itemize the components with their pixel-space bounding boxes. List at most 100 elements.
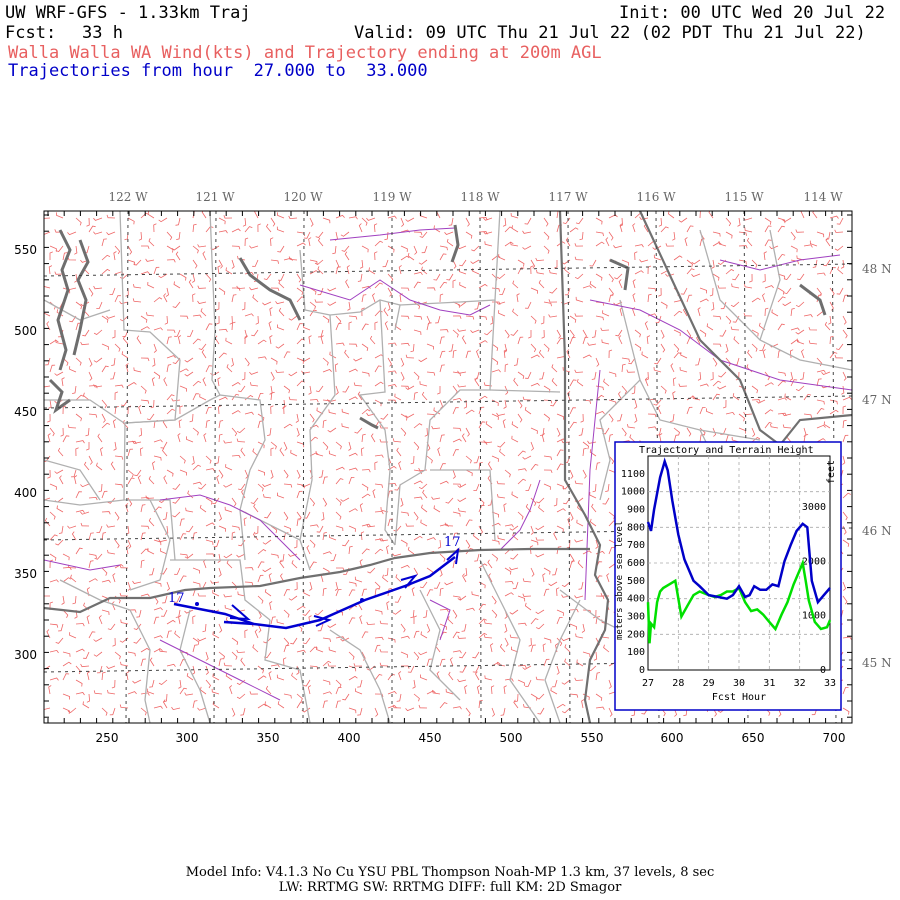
- basemap: [44, 211, 852, 723]
- wind-barb: [392, 553, 402, 557]
- wind-barb: [569, 407, 577, 415]
- wind-barb: [257, 223, 261, 233]
- wind-barb: [153, 705, 163, 709]
- wind-barb: [816, 231, 825, 238]
- wind-barb: [243, 517, 247, 527]
- wind-barb: [484, 241, 493, 247]
- wind-barb: [719, 329, 727, 337]
- wind-barb: [380, 413, 389, 420]
- wind-barb: [733, 336, 740, 345]
- wind-barb: [575, 217, 584, 225]
- wind-barb: [82, 701, 90, 709]
- wind-barb: [718, 240, 727, 247]
- wind-barb: [452, 259, 457, 269]
- wind-barb: [361, 294, 367, 303]
- wind-barb: [749, 273, 753, 283]
- wind-barb: [288, 256, 298, 261]
- wind-barb: [358, 223, 363, 233]
- wind-barb: [816, 408, 825, 415]
- wind-barb: [80, 341, 90, 346]
- wind-barb: [218, 420, 224, 429]
- wind-barb: [725, 411, 735, 416]
- wind-barb: [574, 677, 584, 681]
- wind-barb: [335, 589, 342, 597]
- wind-barb: [357, 273, 363, 282]
- wind-barb: [226, 560, 233, 569]
- wind-barb: [218, 259, 223, 269]
- wind-barb: [800, 371, 805, 380]
- wind-barb: [737, 217, 741, 227]
- wind-barb: [452, 650, 462, 654]
- inset-x-axis-label: Fcst Hour: [712, 692, 766, 703]
- lon-label: 116 W: [636, 190, 676, 204]
- wind-barb: [88, 553, 97, 559]
- wind-barb: [777, 287, 785, 295]
- wind-barb: [762, 293, 766, 303]
- wind-barb: [764, 239, 772, 247]
- wind-barb: [355, 688, 363, 695]
- wind-barb: [374, 454, 384, 458]
- wind-barb: [556, 427, 561, 437]
- wind-barb: [224, 506, 233, 513]
- wind-barb: [88, 560, 94, 569]
- wind-barb: [217, 377, 221, 387]
- wind-barb: [465, 455, 472, 464]
- wind-barb: [301, 370, 311, 374]
- wind-barb: [146, 413, 155, 421]
- wind-barb: [447, 616, 454, 625]
- wind-barb: [322, 637, 331, 642]
- wind-barb: [564, 266, 571, 275]
- wind-barb: [387, 691, 397, 695]
- wind-barb: [366, 524, 376, 528]
- wind-barb: [163, 293, 168, 303]
- wind-barb: [192, 464, 201, 471]
- wind-barb: [842, 581, 847, 591]
- inset-y2-tick: 3000: [802, 502, 826, 513]
- x-grid-label: 500: [500, 731, 523, 745]
- wind-barb: [503, 685, 507, 695]
- trajectory-arrow-icon: [313, 615, 332, 627]
- longitude-labels: 122 W 121 W 120 W 119 W 118 W 117 W 116 …: [108, 190, 843, 204]
- wind-barb: [784, 393, 792, 401]
- wind-barb: [141, 245, 150, 249]
- wind-barb: [205, 323, 213, 331]
- wind-barb: [49, 364, 56, 373]
- wind-barb: [173, 595, 181, 603]
- wind-barb: [112, 573, 116, 583]
- wind-barb: [400, 413, 408, 421]
- wind-barb: [197, 707, 207, 711]
- wind-barb: [348, 589, 356, 597]
- wind-barb: [717, 285, 727, 289]
- wind-barb: [618, 335, 623, 345]
- wind-barb: [564, 287, 571, 296]
- wind-barb: [413, 511, 419, 521]
- wind-barb: [231, 651, 238, 660]
- wind-barb: [140, 658, 146, 667]
- wind-barb: [418, 483, 428, 490]
- wind-barb: [275, 301, 285, 305]
- wind-barb: [83, 392, 90, 401]
- wind-barb: [605, 483, 610, 492]
- wind-barb: [244, 411, 254, 415]
- wind-barb: [639, 216, 649, 220]
- wind-barb: [153, 439, 163, 443]
- wind-barb: [83, 651, 90, 659]
- wind-barb: [93, 637, 103, 642]
- wind-barb: [140, 559, 145, 569]
- wind-barb: [491, 595, 497, 605]
- wind-barb: [576, 659, 584, 667]
- wind-barb: [465, 409, 475, 415]
- wind-barb: [473, 455, 480, 464]
- wind-barb: [218, 405, 222, 415]
- wind-barb: [250, 497, 259, 504]
- wind-barb: [179, 385, 187, 392]
- wind-barb: [842, 396, 852, 401]
- wind-barb: [413, 423, 423, 429]
- wind-barb: [522, 593, 532, 597]
- wind-barb: [751, 343, 758, 352]
- wind-barb: [405, 707, 415, 712]
- wind-barb: [644, 321, 649, 331]
- wind-barb: [530, 287, 538, 294]
- wind-barb: [163, 693, 168, 703]
- wind-barb: [543, 343, 550, 352]
